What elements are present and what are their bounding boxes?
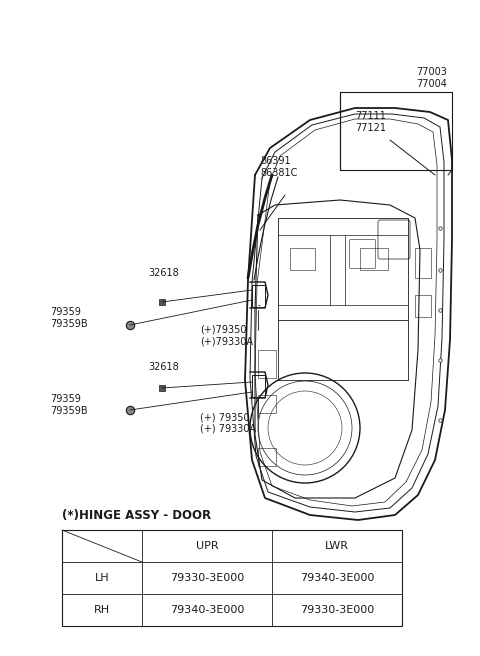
Text: 79340-3E000: 79340-3E000 (170, 605, 244, 615)
Bar (360, 248, 388, 270)
Bar (415, 248, 431, 278)
Bar (252, 375, 265, 397)
Text: 77111
77121: 77111 77121 (355, 112, 386, 133)
Bar (340, 92, 452, 170)
Text: 79359
79359B: 79359 79359B (50, 307, 88, 329)
Text: 77003
77004: 77003 77004 (416, 68, 447, 89)
Text: LH: LH (95, 573, 109, 583)
Text: 32618: 32618 (148, 362, 179, 372)
Text: RH: RH (94, 605, 110, 615)
Text: UPR: UPR (196, 541, 218, 551)
Text: 32618: 32618 (148, 268, 179, 278)
Text: 79359
79359B: 79359 79359B (50, 394, 88, 416)
Bar (258, 448, 276, 466)
Text: (+)79350
(+)79330A: (+)79350 (+)79330A (200, 325, 253, 346)
Text: 79340-3E000: 79340-3E000 (300, 573, 374, 583)
Text: LWR: LWR (325, 541, 349, 551)
Text: (*)HINGE ASSY - DOOR: (*)HINGE ASSY - DOOR (62, 509, 211, 522)
Text: 79330-3E000: 79330-3E000 (170, 573, 244, 583)
Bar (258, 395, 276, 413)
Bar (290, 248, 315, 270)
Text: (+) 79350
(+) 79330A: (+) 79350 (+) 79330A (200, 412, 256, 434)
Text: 79330-3E000: 79330-3E000 (300, 605, 374, 615)
Text: 86391
86381C: 86391 86381C (260, 156, 298, 178)
Bar (252, 285, 265, 307)
Bar (62, 530, 402, 626)
Bar (258, 350, 276, 378)
Bar (415, 295, 431, 317)
